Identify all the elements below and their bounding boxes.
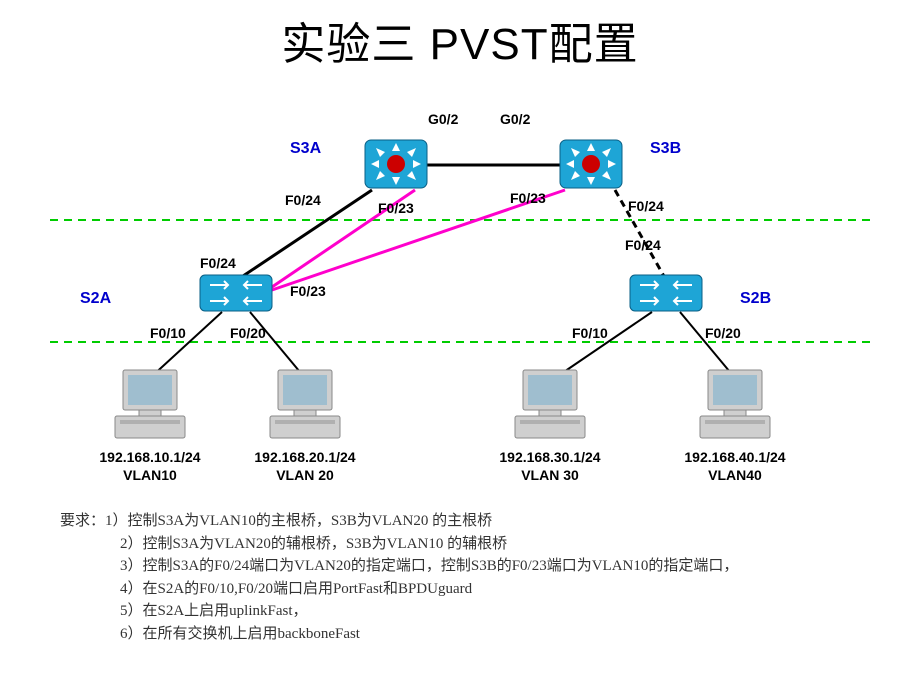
- pc2: [270, 370, 340, 438]
- port-label: F0/23: [290, 283, 326, 299]
- label-s3b: S3B: [650, 140, 681, 158]
- port-label: F0/24: [285, 192, 321, 208]
- switch-s2a: [200, 275, 272, 311]
- switch-s2b: [630, 275, 702, 311]
- links: [150, 165, 735, 378]
- switch-s3b: [560, 140, 622, 188]
- requirements-block: 要求：1）控制S3A为VLAN10的主根桥，S3B为VLAN20 的主根桥 2）…: [60, 510, 880, 645]
- port-label: G0/2: [428, 111, 458, 127]
- port-label: F0/24: [200, 255, 236, 271]
- pc1: [115, 370, 185, 438]
- label-s2a: S2A: [80, 290, 111, 308]
- port-label: G0/2: [500, 111, 530, 127]
- switch-s3a: [365, 140, 427, 188]
- link: [680, 312, 735, 378]
- host3-label: 192.168.30.1/24VLAN 30: [470, 448, 630, 484]
- port-label: F0/20: [705, 325, 741, 341]
- label-s3a: S3A: [290, 140, 321, 158]
- host1-label: 192.168.10.1/24VLAN10: [70, 448, 230, 484]
- port-label: F0/23: [378, 200, 414, 216]
- link: [150, 312, 222, 378]
- port-label: F0/24: [628, 198, 664, 214]
- port-label: F0/10: [572, 325, 608, 341]
- host2-label: 192.168.20.1/24VLAN 20: [225, 448, 385, 484]
- port-label: F0/23: [510, 190, 546, 206]
- pc3: [515, 370, 585, 438]
- link: [250, 312, 305, 378]
- port-label: F0/20: [230, 325, 266, 341]
- port-label: F0/24: [625, 237, 661, 253]
- port-label: F0/10: [150, 325, 186, 341]
- label-s2b: S2B: [740, 290, 771, 308]
- host4-label: 192.168.40.1/24VLAN40: [650, 448, 820, 484]
- pc4: [700, 370, 770, 438]
- link: [555, 312, 652, 378]
